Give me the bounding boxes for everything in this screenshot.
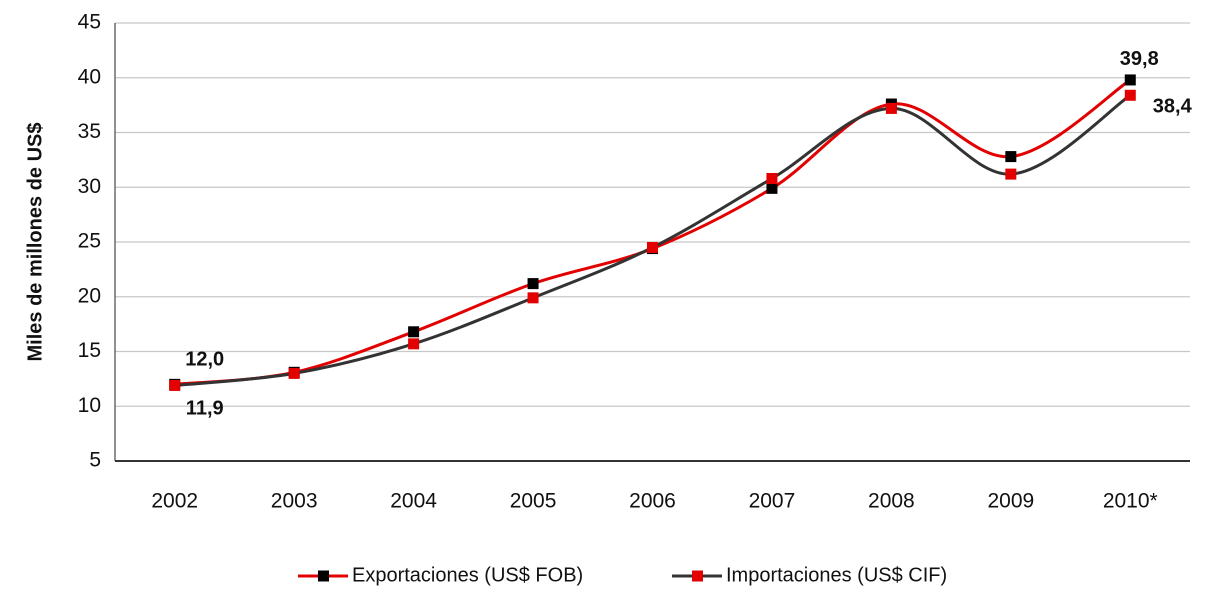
marker <box>527 278 539 290</box>
marker <box>1124 74 1136 86</box>
marker <box>288 367 300 379</box>
marker <box>1005 168 1017 180</box>
x-tick-label: 2008 <box>868 490 915 513</box>
x-tick-label: 2002 <box>151 490 198 513</box>
y-tick-label: 15 <box>78 339 101 362</box>
y-axis-label: Miles de millones de US$ <box>24 123 46 362</box>
value-label: 11,9 <box>186 398 224 420</box>
marker <box>766 172 778 184</box>
marker <box>885 102 897 114</box>
legend-marker <box>318 570 329 582</box>
x-tick-label: 2003 <box>271 490 318 513</box>
series-line <box>174 78 1132 386</box>
marker <box>1005 151 1017 163</box>
marker <box>647 241 658 253</box>
marker <box>408 326 420 338</box>
legend-marker <box>692 570 703 582</box>
x-tick-label: 2010* <box>1103 490 1158 513</box>
x-tick-label: 2005 <box>510 490 557 513</box>
y-tick-label: 25 <box>78 230 101 253</box>
y-tick-label: 20 <box>78 284 101 307</box>
marker <box>1124 89 1136 101</box>
y-tick-label: 35 <box>78 120 101 143</box>
value-label: 12,0 <box>185 349 224 371</box>
x-tick-label: 2007 <box>749 490 796 513</box>
marker <box>408 338 420 350</box>
value-label: 38,4 <box>1153 96 1193 118</box>
y-tick-label: 45 <box>78 11 101 34</box>
x-tick-label: 2009 <box>987 490 1034 513</box>
y-tick-label: 10 <box>78 394 101 417</box>
marker <box>766 182 778 194</box>
x-tick-label: 2006 <box>629 490 676 513</box>
marker <box>527 292 539 304</box>
legend-label: Importaciones (US$ CIF) <box>726 564 947 586</box>
legend-label: Exportaciones (US$ FOB) <box>352 564 583 586</box>
y-tick-label: 40 <box>78 65 101 88</box>
x-tick-label: 2004 <box>390 490 437 513</box>
series-line <box>174 94 1132 387</box>
y-tick-label: 5 <box>89 449 101 472</box>
marker <box>169 379 181 391</box>
value-label: 39,8 <box>1120 48 1159 70</box>
y-tick-label: 30 <box>78 175 101 198</box>
